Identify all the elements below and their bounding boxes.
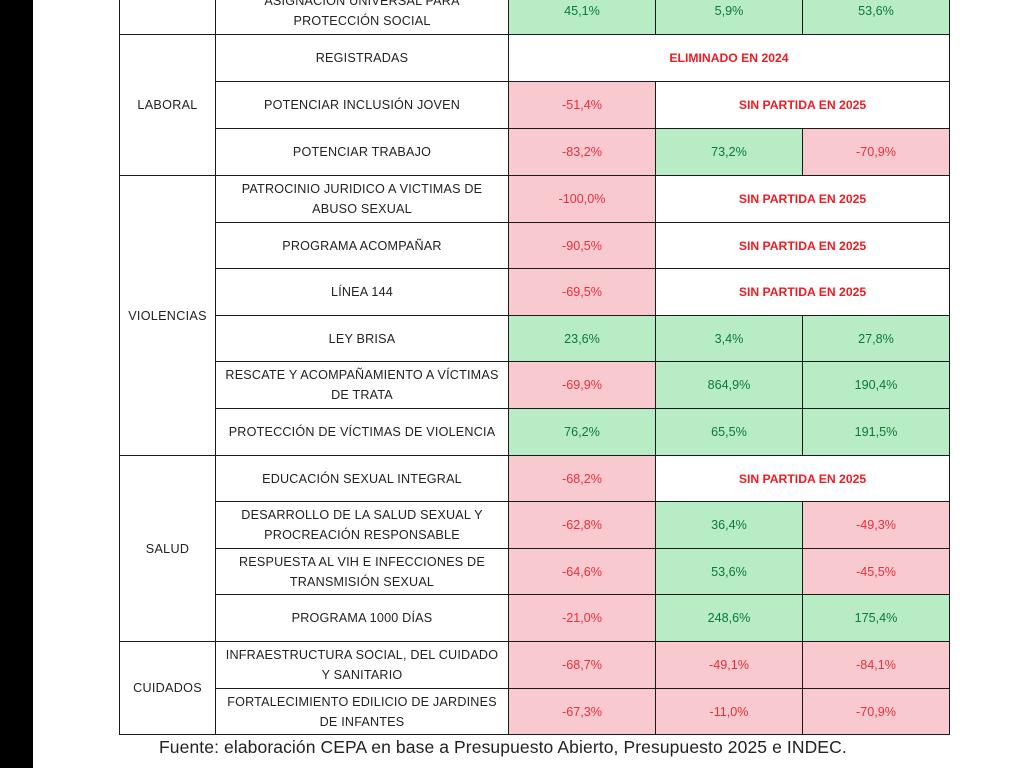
table-row: SALUD EDUCACIÓN SEXUAL INTEGRAL -68,2% S… [119, 455, 950, 642]
value-cell: 248,6% [655, 594, 803, 642]
value-cell: 27,8% [802, 315, 950, 362]
category-cell-laboral: LABORAL [119, 34, 216, 176]
category-cell-cuidados: CUIDADOS [119, 641, 216, 735]
table-row: ASIGNACIÓN UNIVERSAL PARA PROTECCIÓN SOC… [119, 0, 950, 35]
value-cell: 53,6% [802, 0, 950, 35]
value-cell: -67,3% [508, 688, 656, 735]
value-cell: 175,4% [802, 594, 950, 642]
value-cell: 45,1% [508, 0, 656, 35]
program-cell: REGISTRADAS [215, 34, 509, 82]
program-cell: PROTECCIÓN DE VÍCTIMAS DE VIOLENCIA [215, 408, 509, 456]
value-cell: 3,4% [655, 315, 803, 362]
value-cell: -49,3% [802, 501, 950, 549]
table-row: PROTECCIÓN DE VÍCTIMAS DE VIOLENCIA 76,2… [120, 408, 950, 456]
program-cell: PATROCINIO JURIDICO A VICTIMAS DE ABUSO … [215, 175, 509, 223]
value-cell: 76,2% [508, 408, 656, 456]
document-page: ASIGNACIÓN UNIVERSAL PARA PROTECCIÓN SOC… [33, 0, 1025, 768]
program-cell: EDUCACIÓN SEXUAL INTEGRAL [215, 455, 509, 502]
value-cell: -21,0% [508, 594, 656, 642]
program-cell: LEY BRISA [215, 315, 509, 362]
value-cell: -84,1% [802, 641, 950, 689]
program-cell: ASIGNACIÓN UNIVERSAL PARA PROTECCIÓN SOC… [215, 0, 509, 35]
value-cell: -68,2% [508, 455, 656, 502]
table-row: FORTALECIMIENTO EDILICIO DE JARDINES DE … [120, 688, 950, 735]
value-cell: -100,0% [508, 175, 656, 223]
category-cell-empty [119, 0, 216, 35]
table-row: DESARROLLO DE LA SALUD SEXUAL Y PROCREAC… [120, 501, 950, 549]
value-cell: -83,2% [508, 128, 656, 176]
value-cell: 65,5% [655, 408, 803, 456]
program-cell: POTENCIAR INCLUSIÓN JOVEN [215, 81, 509, 129]
value-cell: -90,5% [508, 222, 656, 269]
status-note-cell: SIN PARTIDA EN 2025 [655, 222, 950, 269]
category-cell-violencias: VIOLENCIAS [119, 175, 216, 456]
table-row: POTENCIAR INCLUSIÓN JOVEN -51,4% SIN PAR… [120, 81, 950, 129]
status-note-cell: SIN PARTIDA EN 2025 [655, 268, 950, 316]
table-row: LÍNEA 144 -69,5% SIN PARTIDA EN 2025 [120, 268, 950, 316]
value-cell: 23,6% [508, 315, 656, 362]
program-cell: RESPUESTA AL VIH E INFECCIONES DE TRANSM… [215, 548, 509, 595]
value-cell: -49,1% [655, 641, 803, 689]
value-cell: -69,9% [508, 361, 656, 409]
program-cell: POTENCIAR TRABAJO [215, 128, 509, 176]
budget-variation-table: ASIGNACIÓN UNIVERSAL PARA PROTECCIÓN SOC… [119, 0, 950, 735]
value-cell: -11,0% [655, 688, 803, 735]
table-row: POTENCIAR TRABAJO -83,2% 73,2% -70,9% [120, 128, 950, 176]
status-note-cell: SIN PARTIDA EN 2025 [655, 455, 950, 502]
value-cell: -45,5% [802, 548, 950, 595]
program-cell: PROGRAMA ACOMPAÑAR [215, 222, 509, 269]
value-cell: 73,2% [655, 128, 803, 176]
program-cell: RESCATE Y ACOMPAÑAMIENTO A VÍCTIMAS DE T… [215, 361, 509, 409]
value-cell: 36,4% [655, 501, 803, 549]
value-cell: 864,9% [655, 361, 803, 409]
status-note-cell: SIN PARTIDA EN 2025 [655, 175, 950, 223]
value-cell: -62,8% [508, 501, 656, 549]
table-row: LEY BRISA 23,6% 3,4% 27,8% [120, 315, 950, 362]
table-row: RESPUESTA AL VIH E INFECCIONES DE TRANSM… [120, 548, 950, 595]
value-cell: 53,6% [655, 548, 803, 595]
program-cell: INFRAESTRUCTURA SOCIAL, DEL CUIDADO Y SA… [215, 641, 509, 689]
value-cell: -69,5% [508, 268, 656, 316]
table-row: CUIDADOS INFRAESTRUCTURA SOCIAL, DEL CUI… [119, 641, 950, 735]
table-row: PROGRAMA ACOMPAÑAR -90,5% SIN PARTIDA EN… [120, 222, 950, 269]
source-note: Fuente: elaboración CEPA en base a Presu… [159, 737, 847, 757]
value-cell: -64,6% [508, 548, 656, 595]
category-cell-salud: SALUD [119, 455, 216, 642]
program-cell: PROGRAMA 1000 DÍAS [215, 594, 509, 642]
value-cell: 190,4% [802, 361, 950, 409]
program-cell: DESARROLLO DE LA SALUD SEXUAL Y PROCREAC… [215, 501, 509, 549]
value-cell: 5,9% [655, 0, 803, 35]
program-cell: FORTALECIMIENTO EDILICIO DE JARDINES DE … [215, 688, 509, 735]
table-row: PROGRAMA 1000 DÍAS -21,0% 248,6% 175,4% [120, 594, 950, 642]
value-cell: -51,4% [508, 81, 656, 129]
value-cell: -70,9% [802, 128, 950, 176]
value-cell: 191,5% [802, 408, 950, 456]
status-note-cell: SIN PARTIDA EN 2025 [655, 81, 950, 129]
table-row: VIOLENCIAS PATROCINIO JURIDICO A VICTIMA… [119, 175, 950, 456]
status-note-cell: ELIMINADO EN 2024 [508, 34, 950, 82]
program-cell: LÍNEA 144 [215, 268, 509, 316]
table-row: LABORAL REGISTRADAS ELIMINADO EN 2024 [119, 34, 950, 176]
value-cell: -70,9% [802, 688, 950, 735]
table-row: RESCATE Y ACOMPAÑAMIENTO A VÍCTIMAS DE T… [120, 361, 950, 409]
value-cell: -68,7% [508, 641, 656, 689]
